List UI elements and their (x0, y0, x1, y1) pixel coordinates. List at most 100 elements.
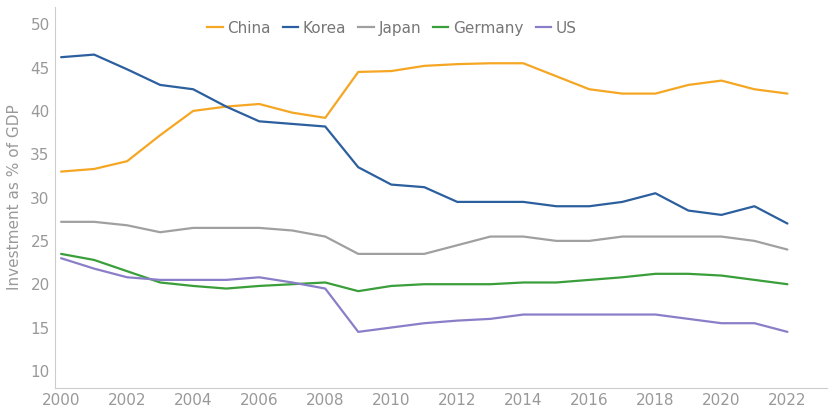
Japan (716, 234, 726, 239)
Korea (56, 55, 66, 60)
Korea (320, 124, 330, 129)
Line: US: US (61, 258, 787, 332)
Korea (452, 200, 462, 205)
US (188, 277, 198, 282)
Germany (56, 251, 66, 256)
Korea (386, 182, 396, 187)
US (617, 312, 627, 317)
US (221, 277, 231, 282)
China (155, 133, 165, 138)
China (122, 159, 132, 164)
Japan (354, 251, 364, 256)
Korea (782, 221, 792, 226)
US (651, 312, 661, 317)
US (716, 321, 726, 326)
Japan (56, 220, 66, 225)
China (485, 61, 495, 66)
Japan (155, 230, 165, 235)
US (287, 280, 297, 285)
US (56, 256, 66, 261)
Japan (683, 234, 693, 239)
China (750, 87, 760, 92)
China (617, 91, 627, 96)
Germany (188, 283, 198, 288)
Japan (750, 238, 760, 243)
Korea (155, 83, 165, 88)
China (716, 78, 726, 83)
Y-axis label: Investment as % of GDP: Investment as % of GDP (7, 105, 22, 290)
US (452, 318, 462, 323)
US (354, 330, 364, 334)
Japan (617, 234, 627, 239)
US (518, 312, 528, 317)
China (420, 63, 430, 68)
Line: China: China (61, 63, 787, 171)
Korea (750, 204, 760, 209)
China (551, 74, 561, 79)
Korea (518, 200, 528, 205)
US (485, 316, 495, 321)
China (782, 91, 792, 96)
Korea (716, 212, 726, 217)
Korea (221, 104, 231, 109)
Germany (585, 277, 595, 282)
Japan (221, 225, 231, 230)
US (122, 275, 132, 280)
Germany (420, 282, 430, 287)
Japan (254, 225, 264, 230)
Japan (452, 243, 462, 248)
Japan (551, 238, 561, 243)
China (452, 62, 462, 67)
Germany (254, 283, 264, 288)
Germany (750, 277, 760, 282)
Germany (485, 282, 495, 287)
Line: Japan: Japan (61, 222, 787, 254)
Japan (585, 238, 595, 243)
China (518, 61, 528, 66)
Japan (89, 220, 99, 225)
China (354, 69, 364, 74)
Japan (420, 251, 430, 256)
Line: Korea: Korea (61, 55, 787, 224)
Germany (155, 280, 165, 285)
US (551, 312, 561, 317)
US (585, 312, 595, 317)
Japan (485, 234, 495, 239)
China (386, 68, 396, 73)
Korea (617, 200, 627, 205)
Germany (320, 280, 330, 285)
US (254, 275, 264, 280)
Korea (89, 52, 99, 57)
Line: Germany: Germany (61, 254, 787, 291)
Korea (485, 200, 495, 205)
China (320, 115, 330, 120)
US (750, 321, 760, 326)
Legend: China, Korea, Japan, Germany, US: China, Korea, Japan, Germany, US (201, 15, 583, 42)
Korea (585, 204, 595, 209)
Japan (651, 234, 661, 239)
Germany (518, 280, 528, 285)
Japan (320, 234, 330, 239)
Germany (651, 271, 661, 276)
Korea (354, 165, 364, 170)
China (651, 91, 661, 96)
Germany (551, 280, 561, 285)
Germany (716, 273, 726, 278)
Korea (683, 208, 693, 213)
US (320, 286, 330, 291)
China (254, 102, 264, 107)
US (89, 266, 99, 271)
Korea (420, 185, 430, 190)
Germany (617, 275, 627, 280)
Germany (89, 257, 99, 262)
China (188, 108, 198, 113)
Japan (386, 251, 396, 256)
US (420, 321, 430, 326)
China (683, 83, 693, 88)
China (287, 110, 297, 115)
Korea (551, 204, 561, 209)
Korea (188, 87, 198, 92)
China (585, 87, 595, 92)
Korea (287, 122, 297, 127)
Germany (221, 286, 231, 291)
